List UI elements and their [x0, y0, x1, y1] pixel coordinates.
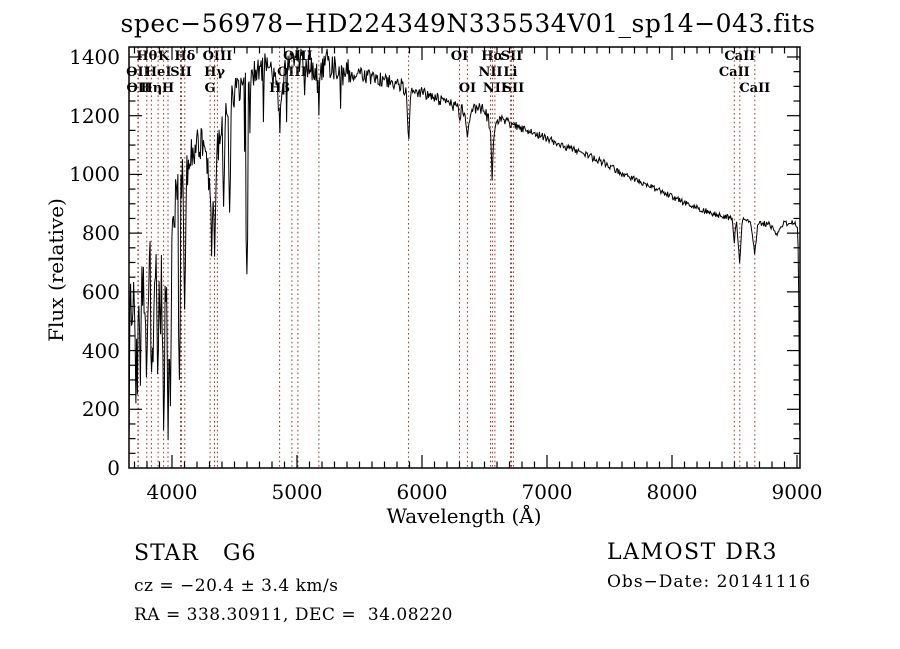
spectral-line-label: CaII: [739, 81, 771, 96]
spectral-line-label: CaII: [718, 65, 750, 80]
spectral-line-label: SII: [502, 81, 525, 96]
spectral-line-label: Hγ: [204, 65, 225, 80]
spectral-line-label: H: [161, 81, 175, 96]
spectral-line-label: HeI: [144, 65, 172, 80]
spectral-line-label: OI: [458, 81, 477, 96]
plot-box: [128, 46, 801, 469]
spectral-line-label: Hη: [140, 81, 163, 96]
spectral-line-label: Hβ: [269, 81, 291, 96]
spectral-line-label: NII: [482, 81, 507, 96]
spectrum-curve: [128, 48, 801, 441]
spectral-line-label: NII: [478, 65, 503, 80]
spectral-line-label: G: [204, 81, 216, 96]
spectral-line-label: OII: [126, 65, 150, 80]
spectral-line-label: SII: [170, 65, 192, 80]
spectral-line-label: OII: [126, 81, 151, 96]
spectral-line-label: Li: [503, 65, 518, 80]
